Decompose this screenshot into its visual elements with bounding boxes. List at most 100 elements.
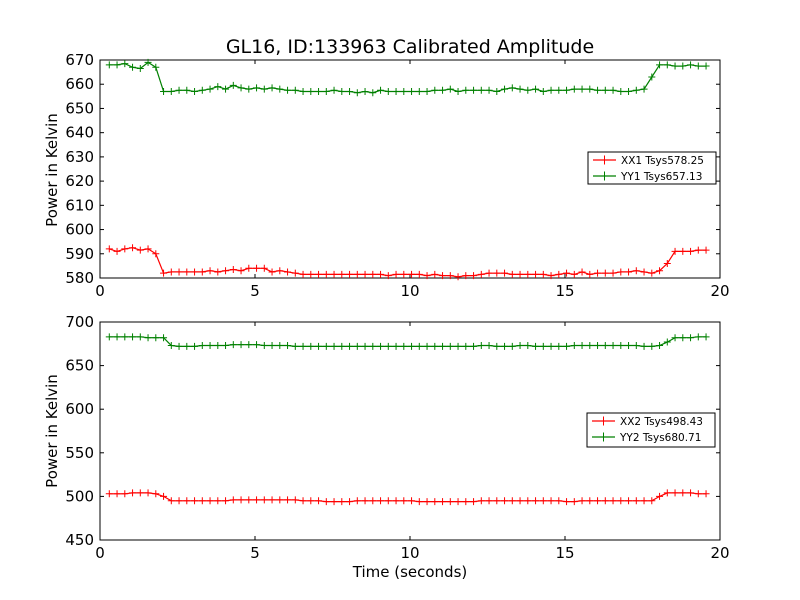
chart-2-series-2-point — [361, 342, 369, 350]
chart-2-y-tick-label: 600 — [65, 400, 94, 418]
chart-2-series-2-point — [470, 342, 478, 350]
chart-1-series-2-point — [586, 85, 594, 93]
chart-1-series-1-point — [175, 268, 183, 276]
chart-2-series-1-point — [361, 497, 369, 505]
chart-1-series-2-point — [687, 61, 695, 69]
chart-2-series-1-point — [175, 497, 183, 505]
chart-1-series-1-point — [470, 272, 478, 280]
chart-1-series-2-point — [291, 86, 299, 94]
chart-2-series-2-point — [625, 342, 633, 350]
chart-1-y-tick-label: 660 — [65, 75, 94, 93]
chart-1-series-2-point — [369, 89, 377, 97]
chart-1-series-1-point — [446, 272, 454, 280]
chart-1-series-2-point — [144, 58, 152, 66]
chart-1-series-2-point — [206, 85, 214, 93]
chart-1-series-2-point — [493, 87, 501, 95]
chart-1-series-1-point — [384, 272, 392, 280]
chart-1-series-2-point — [229, 81, 237, 89]
chart-1-series-2-point — [105, 61, 113, 69]
chart-1-series-1-point — [369, 270, 377, 278]
chart-1-series-1-point — [493, 269, 501, 277]
chart-2-series-1-point — [446, 498, 454, 506]
chart-1-series-1-point — [160, 269, 168, 277]
chart-2-series-1-point — [586, 497, 594, 505]
chart-1-series-2-point — [570, 85, 578, 93]
chart-1-y-tick-label: 640 — [65, 124, 94, 142]
chart-1-series-2-point — [632, 86, 640, 94]
chart-1-series-2-point — [640, 85, 648, 93]
chart-2-y-axis-label: Power in Kelvin — [43, 374, 61, 488]
chart-1-series-1-point — [539, 270, 547, 278]
chart-1-series-2-point — [470, 86, 478, 94]
chart-1-series-1-point — [315, 270, 323, 278]
chart-1-series-1-point — [245, 264, 253, 272]
chart-2-series-2-point — [198, 342, 206, 350]
chart-1-series-1-point — [439, 272, 447, 280]
chart-2-y-tick-label: 550 — [65, 444, 94, 462]
chart-1-series-2-point — [625, 87, 633, 95]
chart-2-series-2-point — [400, 342, 408, 350]
chart-1-legend — [587, 151, 717, 185]
chart-1-series-1-point — [206, 267, 214, 275]
chart-1-y-tick-label: 650 — [65, 99, 94, 117]
chart-1-series-2-point — [508, 84, 516, 92]
chart-2-series-2-point — [129, 333, 137, 341]
chart-2-series-1-point — [516, 497, 524, 505]
chart-2-series-1-point — [632, 497, 640, 505]
chart-1-series-1-point — [694, 246, 702, 254]
chart-1-series-2-point — [237, 84, 245, 92]
chart-2-series-2-point — [136, 333, 144, 341]
chart-2-series-2-point — [121, 333, 129, 341]
chart-1-y-tick-label: 630 — [65, 148, 94, 166]
chart-2-series-2-point — [524, 342, 532, 350]
chart-2-series-1-point — [121, 490, 129, 498]
chart-2-series-2-point — [532, 342, 540, 350]
chart-1-series-2-point — [694, 62, 702, 70]
chart-2-series-1-point — [222, 497, 230, 505]
chart-1-series-1-point — [687, 247, 695, 255]
chart-2-series-2-point — [346, 342, 354, 350]
chart-2-series-2-point — [601, 342, 609, 350]
chart-1-series-2-point — [702, 62, 710, 70]
chart-1-series-1-point — [229, 266, 237, 274]
chart-1-series-2-point — [121, 60, 129, 68]
chart-1-series-1-point — [702, 246, 710, 254]
chart-2-series-1-point — [384, 497, 392, 505]
chart-2-series-1-point — [539, 497, 547, 505]
chart-1-series-2-point — [485, 86, 493, 94]
chart-1-x-tick-label: 10 — [400, 282, 419, 300]
chart-2-legend — [586, 412, 716, 448]
chart-2: 0 5 10 15 20 450 500 550 600 650 700 XX2 Tsys498.43… — [65, 313, 729, 562]
chart-2-series-1-point — [315, 497, 323, 505]
chart-2-x-tick-label: 5 — [250, 544, 260, 562]
chart-1-series-2-point — [268, 84, 276, 92]
chart-2-series-2-point — [671, 334, 679, 342]
chart-2-series-1-point — [470, 498, 478, 506]
chart-1-series-2-point — [191, 87, 199, 95]
chart-1-series-2-point — [222, 85, 230, 93]
chart-1-series-1-point — [663, 259, 671, 267]
chart-1-series-1-point — [400, 270, 408, 278]
chart-2-series-2-point — [446, 342, 454, 350]
chart-1-series-2-point — [547, 86, 555, 94]
chart-2-series-2-point — [501, 342, 509, 350]
chart-2-series-1-point — [694, 490, 702, 498]
chart-2-x-tick-label: 20 — [710, 544, 729, 562]
chart-1-series-2-point — [408, 87, 416, 95]
chart-1-series-1-point — [353, 270, 361, 278]
chart-2-series-2-point — [291, 342, 299, 350]
chart-2-series-2-point — [307, 342, 315, 350]
chart-2-series-2-point — [563, 342, 571, 350]
chart-1-series-2-point — [136, 64, 144, 72]
chart-1-series-1-point — [136, 246, 144, 254]
chart-2-series-1-point — [671, 489, 679, 497]
chart-1-series-1-point — [284, 268, 292, 276]
chart-1-series-1-point — [501, 269, 509, 277]
chart-1-series-2-point — [423, 87, 431, 95]
chart-1-series-1-point — [640, 268, 648, 276]
chart-1-series-1-point — [260, 264, 268, 272]
chart-2-series-2-point — [260, 342, 268, 350]
chart-1-series-1-point — [322, 270, 330, 278]
chart-2-legend-label-2: YY2 Tsys680.71 — [619, 432, 701, 444]
